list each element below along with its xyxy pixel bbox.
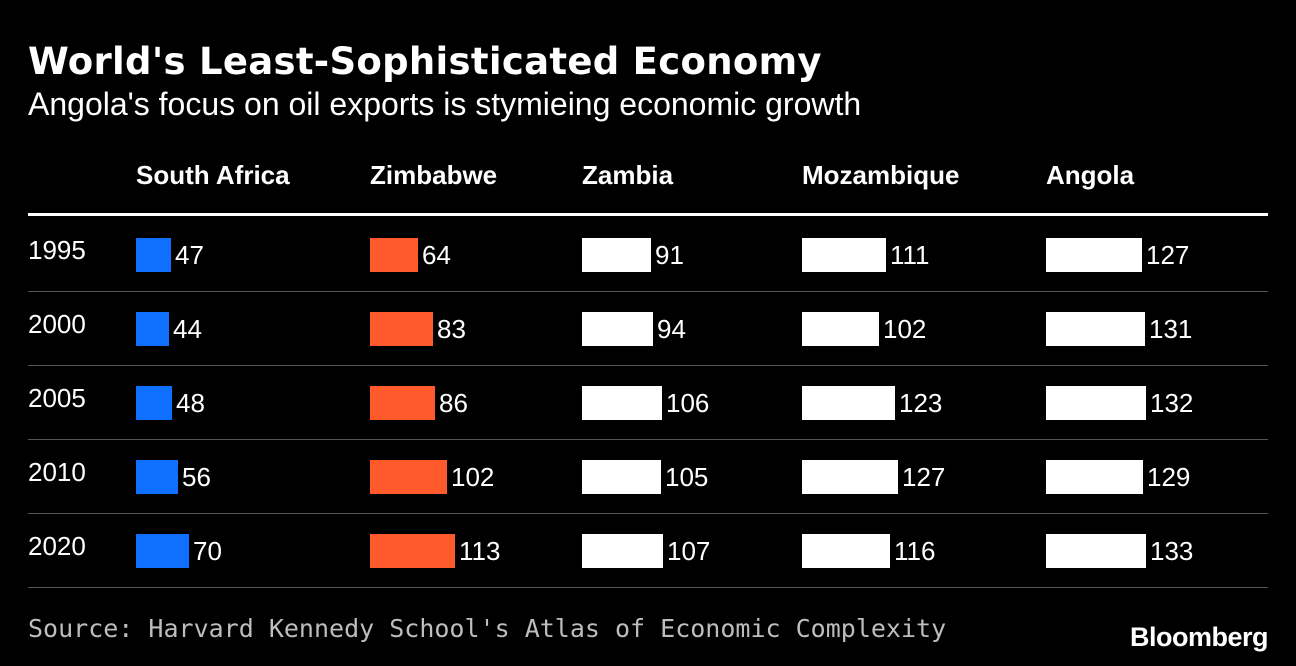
value-label-mozambique-2010: 127: [902, 462, 946, 492]
bar-mozambique-2005: [802, 386, 895, 420]
value-label-mozambique-2005: 123: [899, 388, 943, 418]
bar-zimbabwe-2005: [370, 386, 435, 420]
row-label-2010: 2010: [28, 457, 86, 487]
bar-zimbabwe-2000: [370, 312, 433, 346]
row-label-2005: 2005: [28, 383, 86, 413]
row-divider: [28, 587, 1268, 588]
column-header-zambia: Zambia: [582, 160, 674, 190]
value-label-south-africa-2020: 70: [193, 536, 222, 566]
value-label-angola-1995: 127: [1146, 240, 1190, 270]
bar-mozambique-1995: [802, 238, 886, 272]
value-label-zimbabwe-2020: 113: [459, 536, 501, 566]
value-label-zimbabwe-2005: 86: [439, 388, 468, 418]
row-divider: [28, 291, 1268, 292]
row-divider: [28, 365, 1268, 366]
bar-zambia-2010: [582, 460, 661, 494]
page-title: World's Least-Sophisticated Economy: [28, 40, 822, 83]
bar-mozambique-2000: [802, 312, 879, 346]
value-label-mozambique-2020: 116: [894, 536, 936, 566]
source-note: Source: Harvard Kennedy School's Atlas o…: [28, 614, 947, 643]
column-header-mozambique: Mozambique: [802, 160, 960, 190]
value-label-angola-2010: 129: [1147, 462, 1191, 492]
bar-angola-2000: [1046, 312, 1145, 346]
value-label-south-africa-2010: 56: [182, 462, 211, 492]
value-label-angola-2005: 132: [1150, 388, 1194, 418]
value-label-zambia-2010: 105: [665, 462, 709, 492]
bar-zimbabwe-1995: [370, 238, 418, 272]
value-label-zimbabwe-1995: 64: [422, 240, 451, 270]
row-label-2000: 2000: [28, 309, 86, 339]
bar-zimbabwe-2010: [370, 460, 447, 494]
value-label-angola-2000: 131: [1149, 314, 1193, 344]
value-label-zambia-2005: 106: [666, 388, 710, 418]
bar-zambia-2005: [582, 386, 662, 420]
row-divider: [28, 439, 1268, 440]
row-label-2020: 2020: [28, 531, 86, 561]
value-label-zambia-1995: 91: [655, 240, 684, 270]
bar-south-africa-1995: [136, 238, 171, 272]
bar-angola-2010: [1046, 460, 1143, 494]
bar-angola-2020: [1046, 534, 1146, 568]
value-label-zimbabwe-2000: 83: [437, 314, 466, 344]
column-header-zimbabwe: Zimbabwe: [370, 160, 498, 190]
column-header-angola: Angola: [1046, 160, 1135, 190]
value-label-south-africa-2005: 48: [176, 388, 205, 418]
bloomberg-logo: Bloomberg: [1129, 622, 1269, 652]
value-label-mozambique-1995: 111: [890, 240, 930, 270]
row-label-1995: 1995: [28, 235, 86, 265]
value-label-zimbabwe-2010: 102: [451, 462, 495, 492]
bar-angola-1995: [1046, 238, 1142, 272]
value-label-south-africa-2000: 44: [173, 314, 202, 344]
bar-zimbabwe-2020: [370, 534, 455, 568]
bar-zambia-1995: [582, 238, 651, 272]
bar-south-africa-2020: [136, 534, 189, 568]
value-label-south-africa-1995: 47: [175, 240, 204, 270]
bar-zambia-2000: [582, 312, 653, 346]
bar-south-africa-2010: [136, 460, 178, 494]
value-label-zambia-2020: 107: [667, 536, 711, 566]
bar-mozambique-2020: [802, 534, 890, 568]
bar-zambia-2020: [582, 534, 663, 568]
row-divider: [28, 513, 1268, 514]
column-header-south-africa: South Africa: [136, 160, 290, 190]
bar-south-africa-2005: [136, 386, 172, 420]
value-label-mozambique-2000: 102: [883, 314, 927, 344]
value-label-angola-2020: 133: [1150, 536, 1194, 566]
value-label-zambia-2000: 94: [657, 314, 686, 344]
bar-south-africa-2000: [136, 312, 169, 346]
page-subtitle: Angola's focus on oil exports is stymiei…: [28, 86, 862, 122]
header-rule: [28, 213, 1268, 216]
bar-angola-2005: [1046, 386, 1146, 420]
bar-mozambique-2010: [802, 460, 898, 494]
